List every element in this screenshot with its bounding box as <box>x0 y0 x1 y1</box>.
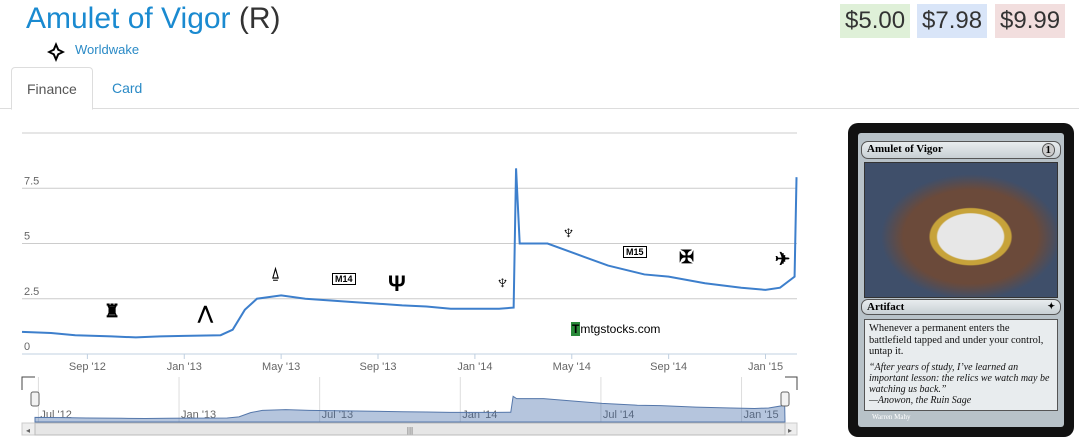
x-tick-label: May '13 <box>262 361 300 373</box>
price-high: $9.99 <box>995 4 1066 38</box>
x-tick-label: Jan '15 <box>748 361 783 373</box>
rarity: (R) <box>238 2 281 35</box>
scroll-right-arrow-icon[interactable]: ▸ <box>788 426 792 435</box>
navigator-series <box>34 395 786 423</box>
card-artist: Warren Mahy <box>872 413 911 421</box>
card-title-bar: Amulet of Vigor 1 <box>861 141 1061 159</box>
x-tick-label: Sep '14 <box>650 361 687 373</box>
price-chart[interactable]: 0 2.5 5 7.5 Sep '12 Jan '13 May '13 Sep '13 Jan … <box>0 120 810 438</box>
y-tick-label: 0 <box>24 341 30 353</box>
card-name: Amulet of Vigor <box>26 2 231 35</box>
navigator-handle-left[interactable] <box>30 391 40 407</box>
page-title: Amulet of Vigor (R) <box>26 2 281 36</box>
y-tick-label: 5 <box>24 231 30 243</box>
card-text: Whenever a permanent enters the battlefi… <box>864 319 1058 411</box>
x-tick-label: Jan '13 <box>167 361 202 373</box>
tab-finance[interactable]: Finance <box>11 67 93 110</box>
nav-tick-label: Jul '13 <box>322 409 353 421</box>
price-line <box>21 168 798 339</box>
card-art <box>864 162 1058 298</box>
price-avg: $7.98 <box>917 4 988 38</box>
set-symbol-icon: ♆ <box>495 272 510 294</box>
tab-bar: Finance Card <box>0 67 1079 110</box>
x-tick-label: Jan '14 <box>457 361 492 373</box>
navigator-outline <box>21 376 798 390</box>
set-link[interactable]: Worldwake <box>75 42 140 57</box>
card-type-bar: Artifact ✦ <box>861 299 1061 315</box>
set-symbol-icon: ⍙ <box>271 265 281 282</box>
set-symbol-icon: Ψ <box>388 271 406 296</box>
m15-set-icon: M15 <box>623 246 647 258</box>
x-tick-label: Sep '12 <box>69 361 106 373</box>
navigator-bg <box>35 375 785 422</box>
nav-tick-label: Jul '14 <box>603 409 634 421</box>
price-low: $5.00 <box>840 4 911 38</box>
scroll-left-arrow-icon[interactable]: ◂ <box>26 426 30 435</box>
set-symbol-icon: ✠ <box>679 247 695 267</box>
card-image: Amulet of Vigor 1 Artifact ✦ Whenever a pe… <box>848 123 1074 437</box>
m14-set-icon: M14 <box>332 273 356 285</box>
y-tick-label: 2.5 <box>24 286 39 298</box>
nav-tick-label: Jan '15 <box>744 409 779 421</box>
worldwake-set-icon <box>47 42 65 62</box>
watermark: Tmtgstocks.com <box>571 322 661 336</box>
y-tick-label: 7.5 <box>24 175 39 187</box>
set-symbol-icon: ⋀ <box>198 303 213 323</box>
x-tick-label: May '14 <box>553 361 591 373</box>
navigator-handle-right[interactable] <box>780 391 790 407</box>
x-tick-label: Sep '13 <box>360 361 397 373</box>
set-symbol-icon: ♆ <box>561 222 576 244</box>
set-symbol-icon: ♜ <box>104 301 121 321</box>
scrollbar-thumb[interactable] <box>34 422 786 436</box>
scrollbar-grip-icon: ||| <box>407 426 413 435</box>
tab-card[interactable]: Card <box>112 80 143 96</box>
set-symbol-icon: ✈ <box>775 249 791 269</box>
